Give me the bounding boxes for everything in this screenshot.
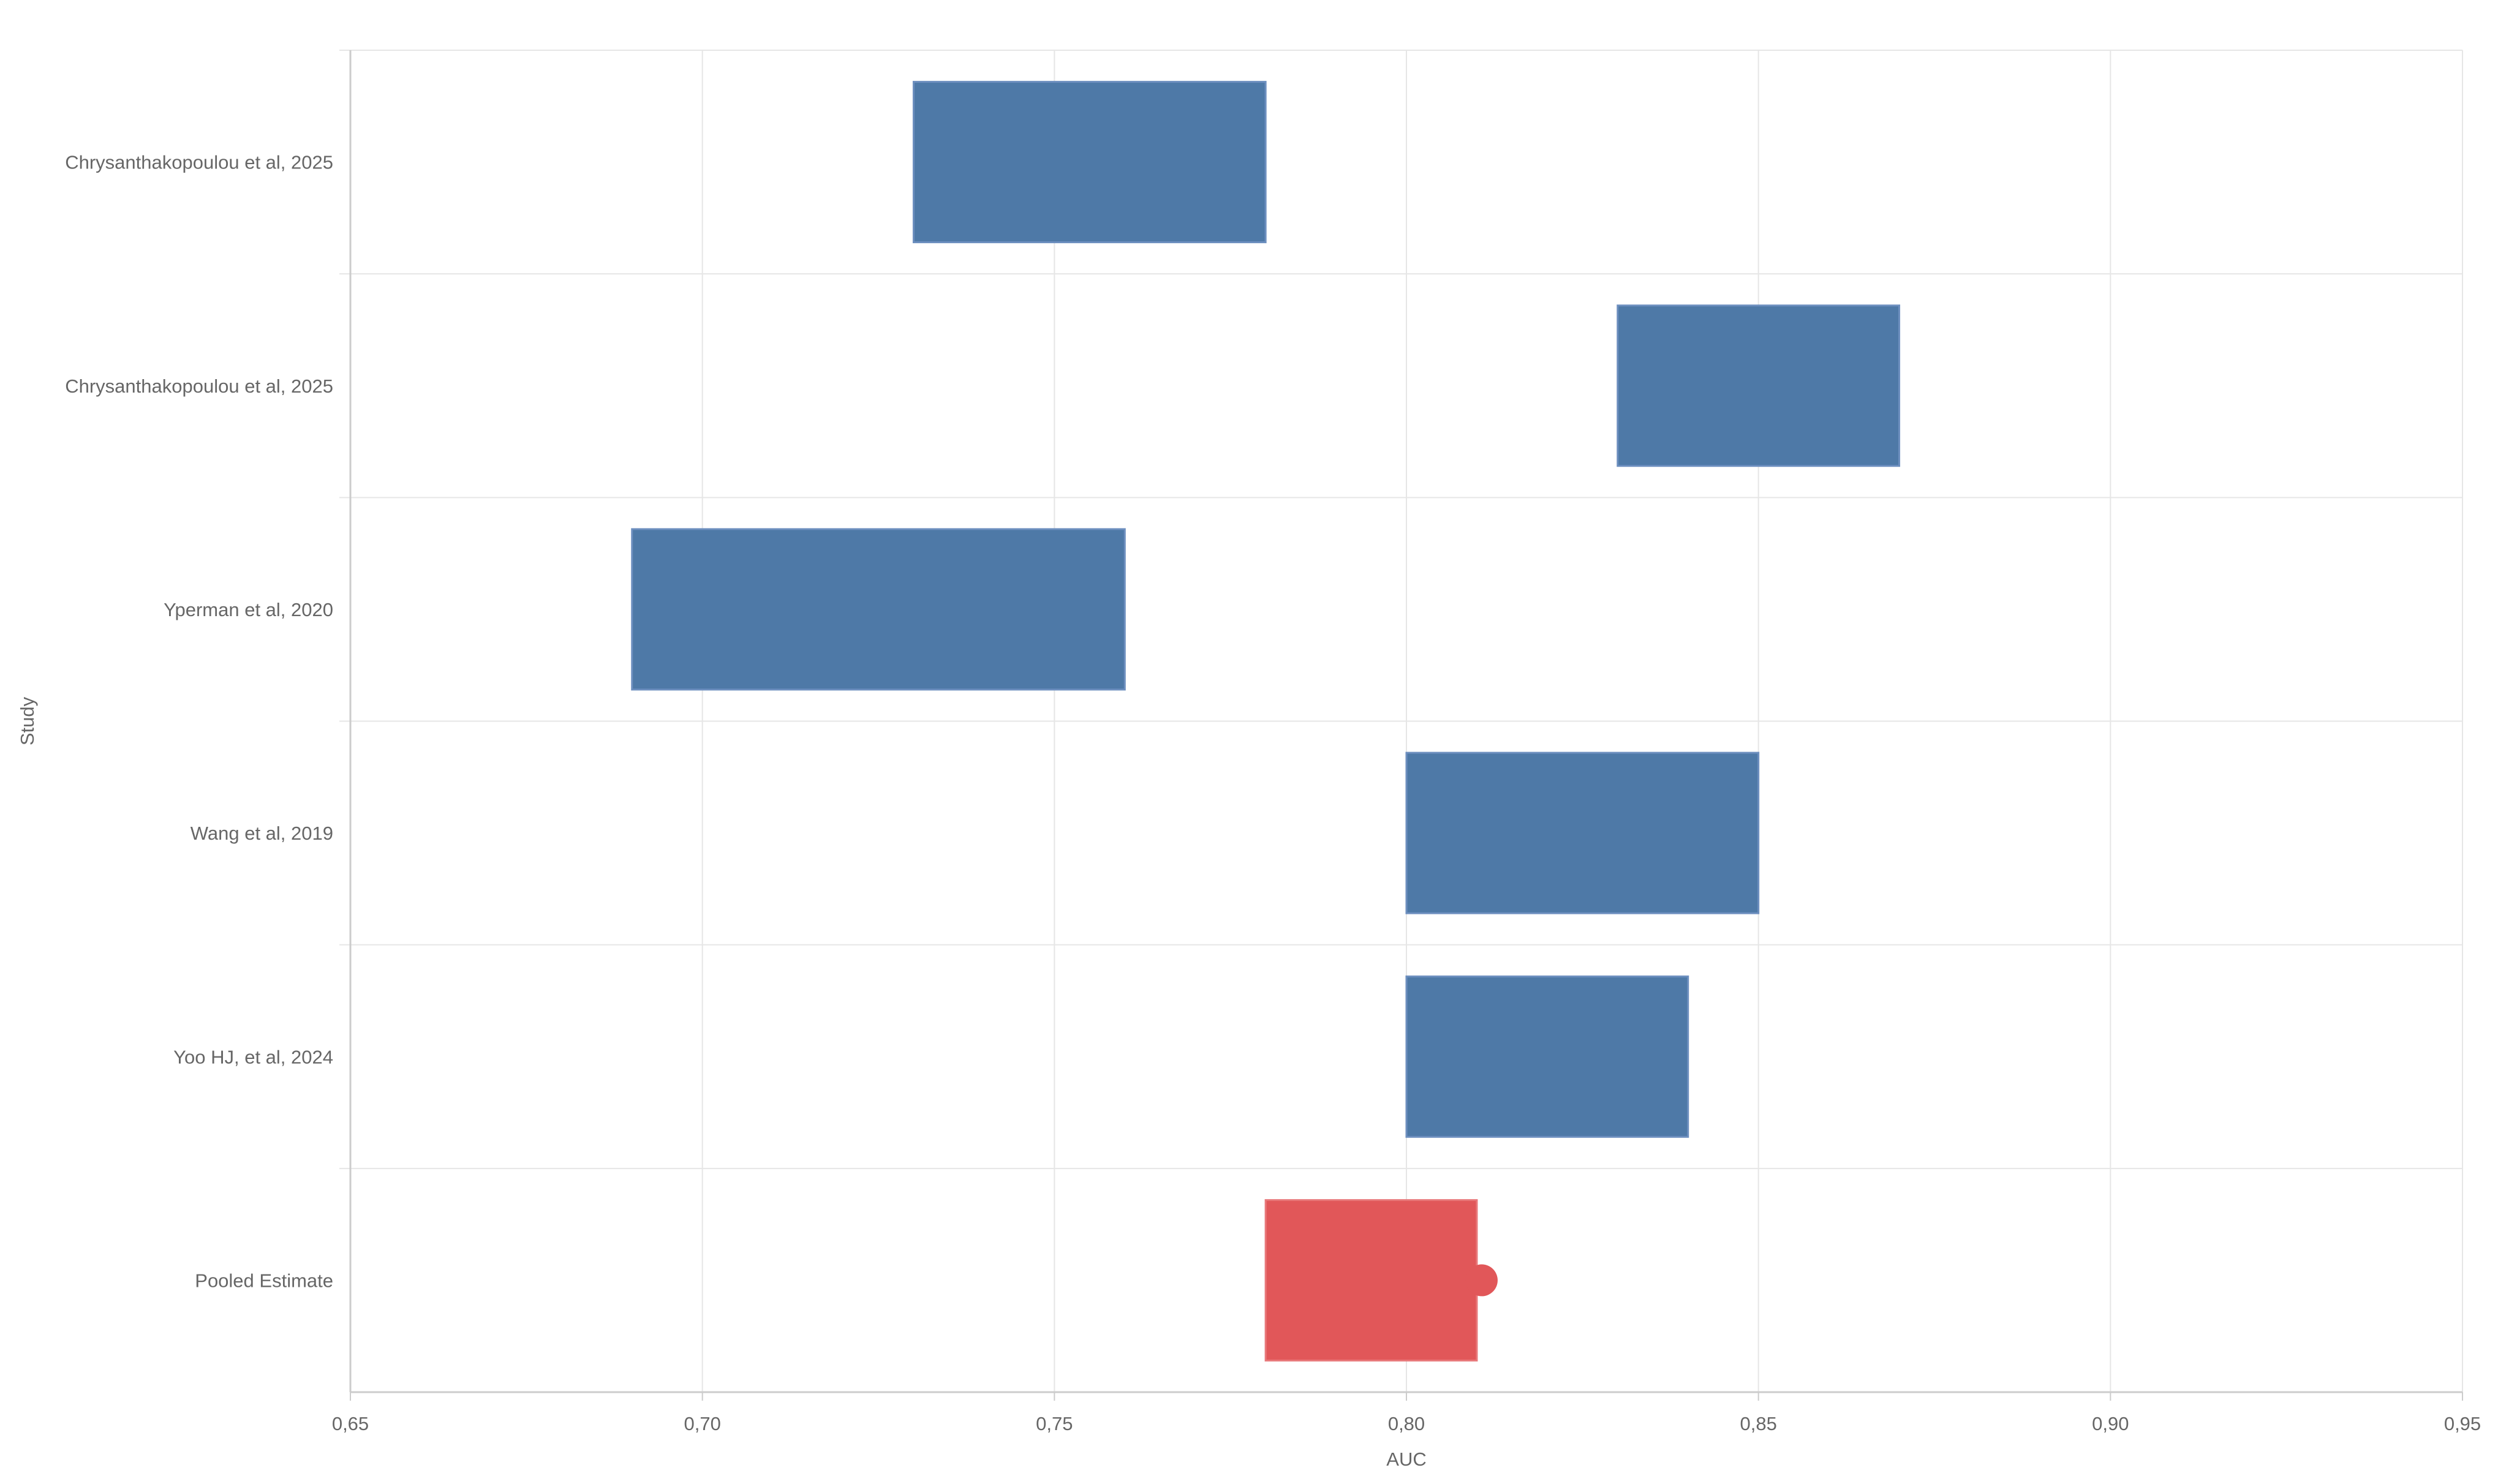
x-tick-label: 0,75 [1036,1413,1073,1434]
pooled-point-marker [1465,1264,1498,1297]
x-tick-label: 0,65 [332,1413,369,1434]
x-tick-label: 0,95 [2444,1413,2481,1434]
study-label: Pooled Estimate [195,1270,333,1291]
study-interval-bar [1617,304,1901,467]
x-axis-title: AUC [1386,1448,1426,1470]
study-label: Yperman et al, 2020 [164,599,333,620]
labels-layer: Chrysanthakopoulou et al, 2025 Chrysantha… [65,152,333,1292]
y-axis-title: Study [17,696,38,745]
axis-layer: 0,65 0,70 0,75 0,80 0,85 0,90 0,95 [332,50,2481,1434]
study-interval-bar [912,81,1267,244]
study-interval-bar [1405,975,1689,1138]
study-label: Chrysanthakopoulou et al, 2025 [65,375,333,397]
study-interval-bar [1405,751,1760,914]
bars-layer [631,81,1901,1362]
study-label: Chrysanthakopoulou et al, 2025 [65,152,333,173]
study-label: Yoo HJ, et al, 2024 [173,1046,333,1068]
x-tick-label: 0,70 [684,1413,720,1434]
pooled-estimate-bar [1264,1199,1478,1362]
x-tick-label: 0,85 [1740,1413,1776,1434]
study-interval-bar [631,528,1126,691]
x-tick-label: 0,90 [2092,1413,2129,1434]
study-label: Wang et al, 2019 [191,823,333,844]
grid-layer [339,50,2463,1392]
x-tick-label: 0,80 [1388,1413,1425,1434]
